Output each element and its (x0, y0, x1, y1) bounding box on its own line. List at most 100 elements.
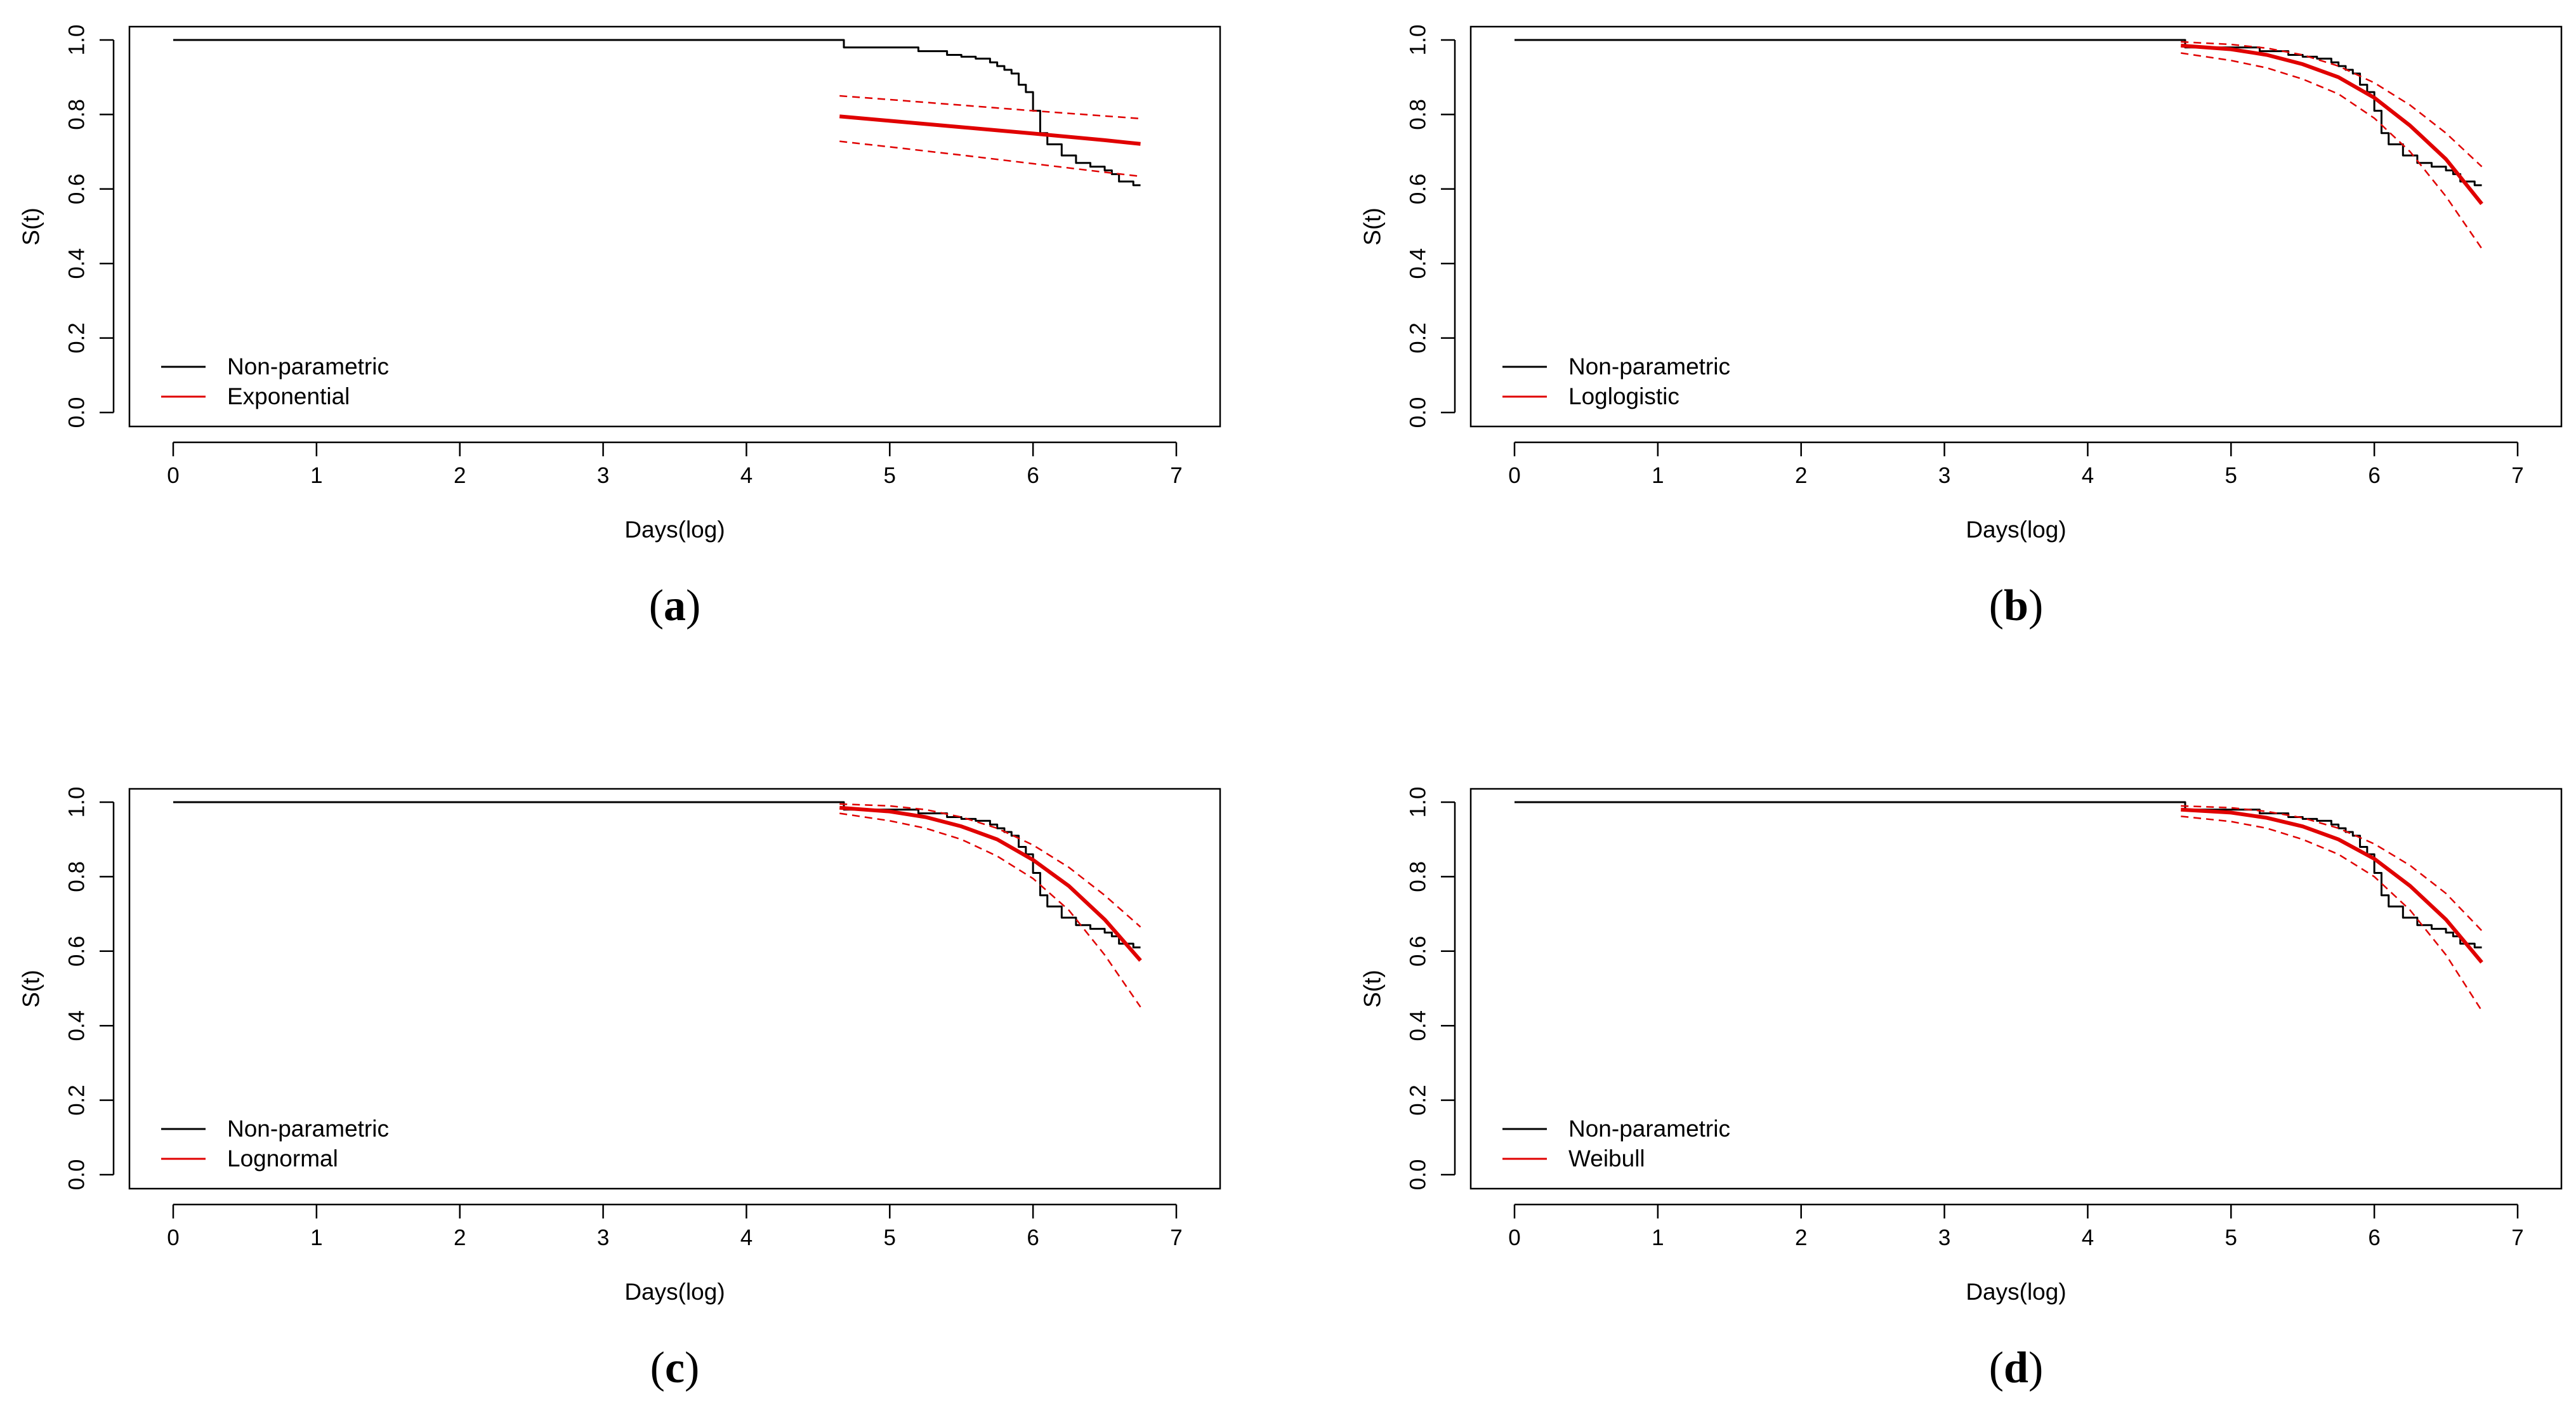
x-tick-label: 7 (1170, 1225, 1182, 1250)
y-tick-label: 0.6 (65, 173, 89, 204)
y-axis-title: S(t) (18, 208, 44, 246)
x-tick-label: 6 (2368, 463, 2380, 488)
series-line-loglogistic-lower-ci (2181, 52, 2483, 249)
series-line-loglogistic (2181, 43, 2483, 206)
y-tick-label: 0.0 (1406, 1159, 1431, 1191)
legend-label: Non-parametric (1568, 1116, 1730, 1142)
y-tick-label: 0.2 (65, 1085, 89, 1116)
x-tick-label: 4 (740, 463, 752, 488)
x-axis-title: Days(log) (1966, 517, 2066, 543)
legend-label: Non-parametric (227, 1116, 389, 1142)
series-line-weibull (2181, 807, 2483, 964)
y-tick-label: 1.0 (65, 25, 89, 56)
series-line-non-parametric (1515, 39, 2482, 187)
y-tick-label: 0.0 (65, 1159, 89, 1191)
x-tick-label: 3 (597, 1225, 609, 1250)
x-tick-label: 7 (2511, 1225, 2523, 1250)
y-tick-label: 1.0 (65, 787, 89, 818)
panel-caption: (b) (1989, 581, 2044, 630)
series-group (173, 801, 1142, 1008)
series-line-lognormal-lower-ci (839, 812, 1141, 1008)
x-axis-title: Days(log) (624, 1279, 725, 1305)
x-tick-label: 6 (1027, 1225, 1039, 1250)
y-axis-title: S(t) (1360, 208, 1386, 246)
series-line-non-parametric (1515, 801, 2482, 949)
y-tick-label: 0.2 (1406, 1085, 1431, 1116)
series-line-weibull-upper-ci (2181, 805, 2483, 932)
panel-c: 0 1 2 3 4 5 6 7 0.0 0.2 0.4 0.6 0.8 1.0 Days(log) S(t) N… (18, 787, 1221, 1392)
y-tick-label: 0.2 (1406, 322, 1431, 353)
y-tick-label: 1.0 (1406, 787, 1431, 818)
series-line-non-parametric (173, 39, 1141, 187)
y-tick-label: 0.2 (65, 322, 89, 353)
x-tick-label: 3 (1938, 1225, 1950, 1250)
panel-d: 0 1 2 3 4 5 6 7 0.0 0.2 0.4 0.6 0.8 1.0 Days(log) S(t) N… (1360, 787, 2563, 1392)
x-tick-label: 6 (2368, 1225, 2380, 1250)
series-group (173, 39, 1141, 187)
y-tick-label: 1.0 (1406, 25, 1431, 56)
legend: Non-parametric Lognormal (161, 1116, 389, 1172)
plot-frame (128, 25, 1221, 428)
y-tick-label: 0.4 (65, 248, 89, 279)
series-line-exponential (839, 114, 1141, 146)
y-tick-label: 0.8 (1406, 861, 1431, 892)
legend-label: Loglogistic (1568, 383, 1679, 409)
x-tick-label: 2 (454, 463, 466, 488)
y-tick-label: 0.4 (1406, 248, 1431, 279)
series-line-lognormal-upper-ci (839, 803, 1141, 928)
plot-frame (1469, 25, 2563, 428)
x-axis-title: Days(log) (1966, 1279, 2066, 1305)
series-line-weibull-lower-ci (2181, 815, 2483, 1012)
legend-label: Lognormal (227, 1145, 338, 1172)
x-tick-label: 5 (2225, 1225, 2237, 1250)
y-tick-label: 0.6 (1406, 935, 1431, 967)
x-tick-label: 6 (1027, 463, 1039, 488)
x-tick-label: 4 (2082, 1225, 2094, 1250)
series-line-loglogistic-upper-ci (2181, 41, 2483, 168)
legend-label: Non-parametric (227, 353, 389, 380)
x-tick-label: 4 (2082, 463, 2094, 488)
legend: Non-parametric Weibull (1502, 1116, 1730, 1172)
plot-frame (128, 788, 1221, 1190)
x-tick-label: 0 (1508, 463, 1520, 488)
x-tick-label: 5 (884, 1225, 896, 1250)
x-tick-label: 3 (597, 463, 609, 488)
x-tick-label: 1 (1652, 463, 1664, 488)
panel-caption: (c) (650, 1343, 700, 1392)
x-tick-label: 4 (740, 1225, 752, 1250)
series-line-non-parametric (173, 801, 1141, 949)
panel-b: 0 1 2 3 4 5 6 7 0.0 0.2 0.4 0.6 0.8 1.0 Days(log) S(t) N… (1360, 25, 2563, 630)
x-tick-label: 2 (1795, 463, 1807, 488)
x-axis-title: Days(log) (624, 517, 725, 543)
legend: Non-parametric Exponential (161, 353, 389, 409)
y-tick-label: 0.4 (65, 1010, 89, 1041)
legend: Non-parametric Loglogistic (1502, 353, 1730, 409)
x-tick-label: 7 (2511, 463, 2523, 488)
x-tick-label: 0 (167, 1225, 179, 1250)
y-tick-label: 0.8 (65, 99, 89, 130)
x-tick-label: 1 (310, 463, 322, 488)
y-tick-label: 0.6 (65, 935, 89, 967)
x-tick-label: 0 (1508, 1225, 1520, 1250)
series-line-lognormal (839, 805, 1142, 962)
legend-label: Non-parametric (1568, 353, 1730, 380)
y-axis-title: S(t) (1360, 970, 1386, 1008)
y-tick-label: 0.8 (1406, 99, 1431, 130)
legend-label: Exponential (227, 383, 350, 409)
series-group (1515, 801, 2483, 1012)
y-tick-label: 0.0 (65, 397, 89, 428)
x-tick-label: 2 (454, 1225, 466, 1250)
x-tick-label: 2 (1795, 1225, 1807, 1250)
panel-caption: (a) (649, 581, 701, 630)
legend-label: Weibull (1568, 1145, 1645, 1172)
x-tick-label: 5 (884, 463, 896, 488)
x-tick-label: 1 (1652, 1225, 1664, 1250)
y-tick-label: 0.8 (65, 861, 89, 892)
x-tick-label: 7 (1170, 463, 1182, 488)
x-tick-label: 5 (2225, 463, 2237, 488)
y-tick-label: 0.0 (1406, 397, 1431, 428)
series-line-exponential-upper-ci (839, 95, 1141, 120)
plot-frame (1469, 788, 2563, 1190)
series-line-exponential-lower-ci (839, 140, 1141, 178)
